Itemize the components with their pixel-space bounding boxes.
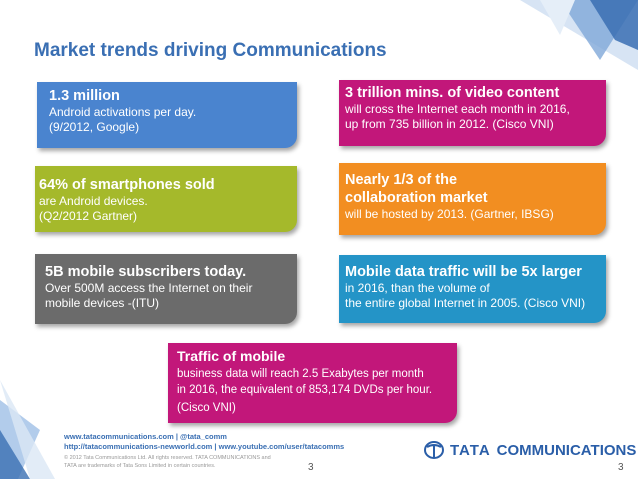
box-text-line: business data will reach 2.5 Exabytes pe… [177,368,424,380]
box-text-line: (Q2/2012 Gartner) [39,209,138,223]
stat-box-video-content: 3 trillion mins. of video content will c… [339,80,606,146]
stat-box-mobile-business-data: Traffic of mobile business data will rea… [168,343,457,423]
box-heading: 3 trillion mins. of video content [345,85,560,101]
logo-word: TATA [450,441,491,459]
stat-box-collaboration-market: Nearly 1/3 of the collaboration market w… [339,163,606,235]
box-heading: 5B mobile subscribers today. [45,264,247,280]
tata-logo-icon [424,441,444,459]
box-text-line: Over 500M access the Internet on their [45,281,253,295]
box-heading: Nearly 1/3 of the [345,172,458,188]
box-text-line: mobile devices -(ITU) [45,296,160,310]
box-text-line: in 2016, than the volume of [345,281,490,295]
box-text-line: (9/2012, Google) [49,120,140,134]
box-heading: Traffic of mobile [177,348,286,364]
box-text-line: Android activations per day. [49,105,197,119]
box-heading: 64% of smartphones sold [39,177,215,193]
stat-box-smartphones: 64% of smartphones sold are Android devi… [35,166,297,232]
stat-box-android-activations: 1.3 million Android activations per day.… [37,82,297,148]
logo-word: COMMUNICATIONS [496,441,637,459]
box-source: (Cisco VNI) [177,402,236,414]
box-heading: 1.3 million [49,88,120,104]
footer-link-line[interactable]: www.tatacommunications.com | @tata_comm [64,432,227,441]
stat-box-mobile-subscribers: 5B mobile subscribers today. Over 500M a… [35,254,297,324]
footer-link-line[interactable]: http://tatacommunications-newworld.com |… [64,442,345,451]
box-heading: collaboration market [345,190,488,206]
copyright-notice: © 2012 Tata Communications Ltd. All righ… [64,454,271,470]
box-text-line: the entire global Internet in 2005. (Cis… [345,296,586,310]
stat-box-mobile-data-traffic: Mobile data traffic will be 5x larger in… [339,255,606,323]
page-number-center: 3 [308,462,314,473]
copyright-line: TATA are trademarks of Tata Sons Limited… [64,463,216,469]
page-number-right: 3 [618,462,624,473]
copyright-line: © 2012 Tata Communications Ltd. All righ… [64,455,271,461]
slide-title: Market trends driving Communications [34,40,387,61]
box-text-line: will be hosted by 2013. (Gartner, IBSG) [345,207,554,221]
box-text-line: up from 735 billion in 2012. (Cisco VNI) [345,117,554,131]
tata-communications-logo: TATA COMMUNICATIONS [424,441,636,459]
box-text-line: are Android devices. [39,194,148,208]
box-heading: Mobile data traffic will be 5x larger [345,264,582,280]
footer-links: www.tatacommunications.com | @tata_comm … [64,432,344,452]
box-text-line: will cross the Internet each month in 20… [345,102,570,116]
box-text-line: in 2016, the equivalent of 853,174 DVDs … [177,384,433,396]
